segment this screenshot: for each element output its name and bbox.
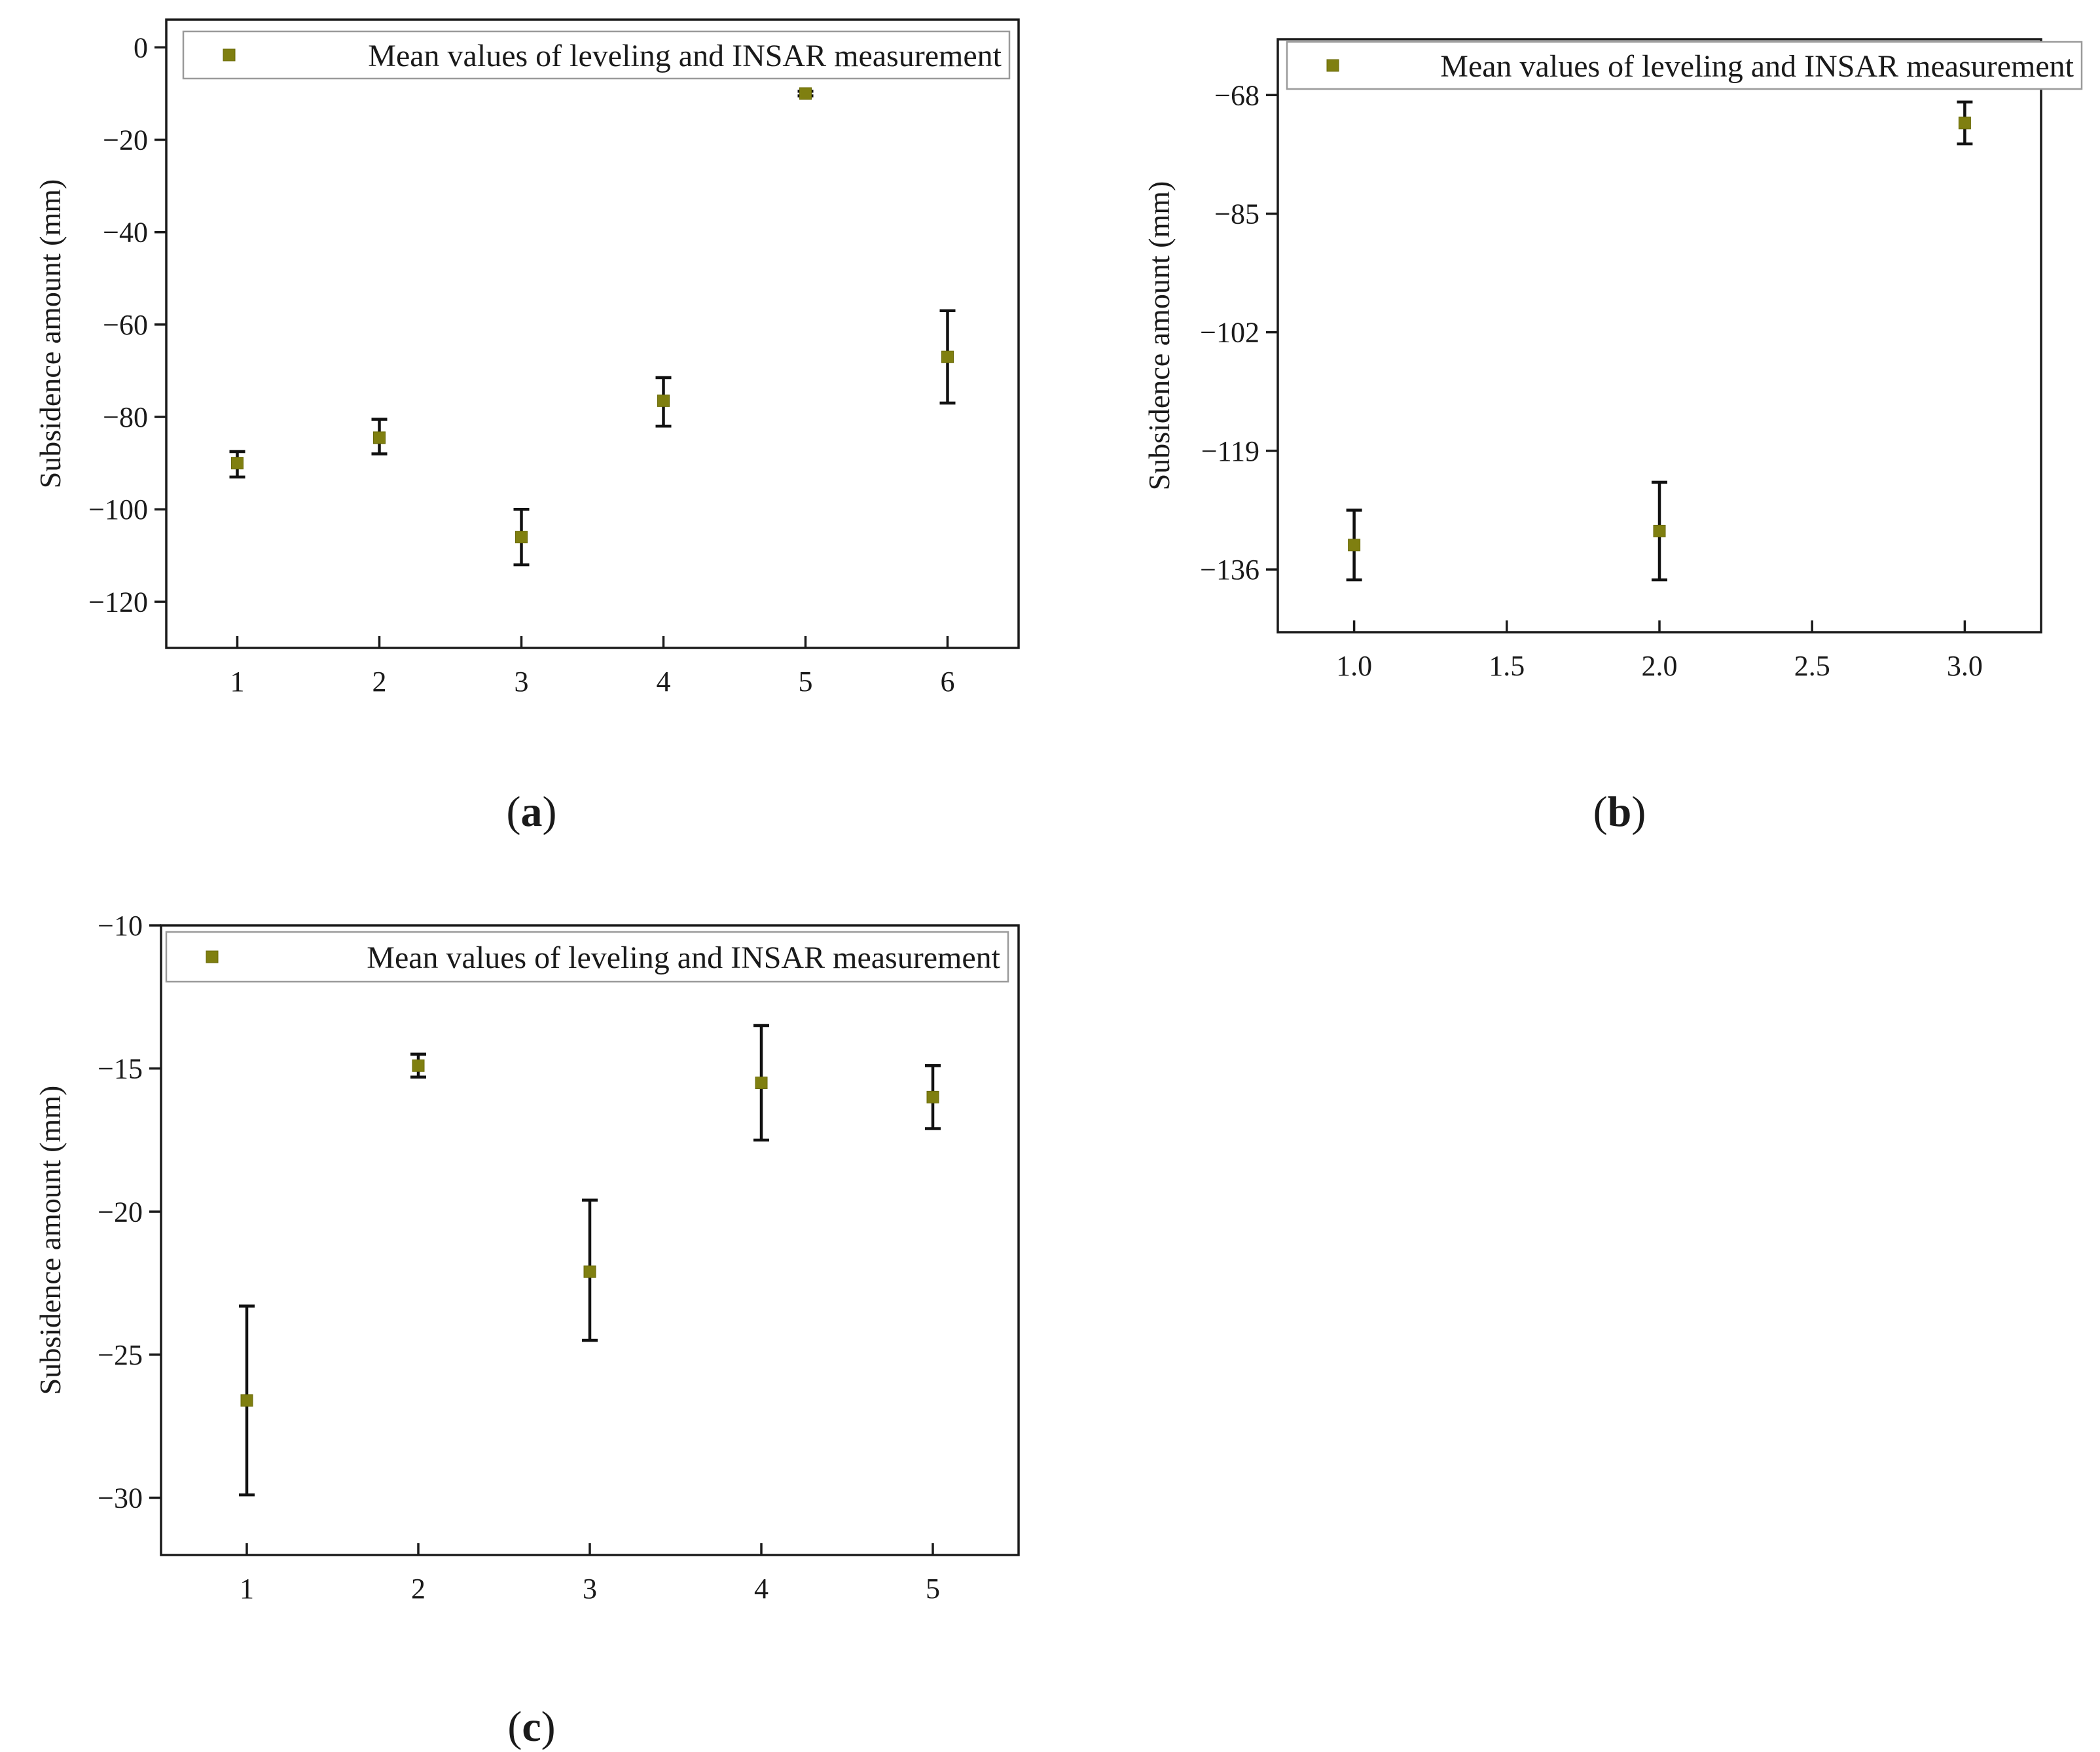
y-tick-label: −40 <box>103 217 148 249</box>
x-tick-label: 4 <box>754 1573 769 1605</box>
x-tick-label: 2 <box>372 666 387 698</box>
y-tick-label: −10 <box>98 910 143 942</box>
data-point <box>799 87 812 100</box>
legend-box <box>182 30 1011 80</box>
y-tick-label: −15 <box>98 1053 143 1085</box>
legend-marker <box>206 950 219 963</box>
chart-panel-a: 1 2 3 4 5 6 0 −20 −40 −60 −80 −100 −120 Subsidence am… <box>33 18 1020 836</box>
data-point <box>240 1394 253 1407</box>
chart-panel-b: 1.0 1.5 2.0 2.5 3.0 −68 −85 −102 −119 −136 Subside… <box>1142 38 2083 836</box>
y-tick-label: −20 <box>98 1196 143 1228</box>
legend-box <box>165 931 1009 983</box>
chart-panel-c: 1 2 3 4 5 −10 −15 −20 −25 −30 Subsidence amount (m… <box>33 910 1020 1751</box>
y-tick-label: −119 <box>1201 435 1259 467</box>
data-point <box>231 457 244 470</box>
legend: Mean values of leveling and INSAR measur… <box>1286 41 2083 90</box>
x-tick-label: 3 <box>583 1573 597 1605</box>
x-tick-label: 5 <box>926 1573 940 1605</box>
data-point <box>1348 539 1361 552</box>
x-tick-label: 4 <box>657 666 671 698</box>
data-point <box>1958 116 1971 130</box>
y-tick-label: −136 <box>1200 554 1259 586</box>
y-tick-label: −100 <box>88 493 148 526</box>
data-point <box>373 431 386 444</box>
legend-marker <box>1326 59 1339 72</box>
plot-frame <box>165 18 1020 649</box>
x-tick-label: 6 <box>941 666 955 698</box>
x-tick-label: 3 <box>515 666 529 698</box>
y-tick-label: −25 <box>98 1339 143 1371</box>
data-point <box>941 350 954 363</box>
data-point <box>515 531 528 544</box>
x-tick-label: 1.0 <box>1336 650 1372 682</box>
x-tick-label: 1 <box>230 666 245 698</box>
data-point <box>657 394 670 407</box>
data-point <box>755 1077 768 1089</box>
x-tick-label: 3.0 <box>1947 650 1983 682</box>
legend: Mean values of leveling and INSAR measur… <box>182 30 1011 80</box>
legend-box <box>1286 41 2083 90</box>
x-tick-label: 1 <box>240 1573 254 1605</box>
y-tick-label: 0 <box>134 31 148 63</box>
legend-label: Mean values of leveling and INSAR measur… <box>1440 49 2074 84</box>
data-point <box>412 1059 425 1072</box>
x-tick-label: 2.5 <box>1794 650 1830 682</box>
x-tick-label: 1.5 <box>1489 650 1525 682</box>
data-point <box>583 1265 596 1278</box>
y-tick-label: −120 <box>88 586 148 618</box>
y-tick-label: −85 <box>1214 198 1259 230</box>
x-tick-label: 2.0 <box>1642 650 1678 682</box>
y-tick-label: −60 <box>103 309 148 341</box>
x-tick-label: 2 <box>411 1573 425 1605</box>
y-tick-label: −80 <box>103 401 148 433</box>
y-axis-label: Subsidence amount (mm) <box>1142 181 1176 491</box>
y-tick-label: −20 <box>103 124 148 156</box>
x-tick-label: 5 <box>799 666 813 698</box>
panel-label: (b) <box>1593 788 1646 836</box>
data-point <box>1653 524 1666 537</box>
y-tick-label: −68 <box>1214 79 1259 111</box>
y-axis-label: Subsidence amount (mm) <box>33 179 67 489</box>
legend-marker <box>223 48 236 62</box>
legend-label: Mean values of leveling and INSAR measur… <box>367 940 1000 975</box>
y-axis-label: Subsidence amount (mm) <box>33 1086 67 1395</box>
panel-label: (a) <box>507 788 557 836</box>
panel-label: (c) <box>507 1703 555 1751</box>
data-point <box>926 1090 939 1103</box>
y-tick-label: −102 <box>1200 317 1259 349</box>
legend: Mean values of leveling and INSAR measur… <box>165 931 1009 983</box>
legend-label: Mean values of leveling and INSAR measur… <box>368 39 1002 73</box>
y-tick-label: −30 <box>98 1482 143 1514</box>
